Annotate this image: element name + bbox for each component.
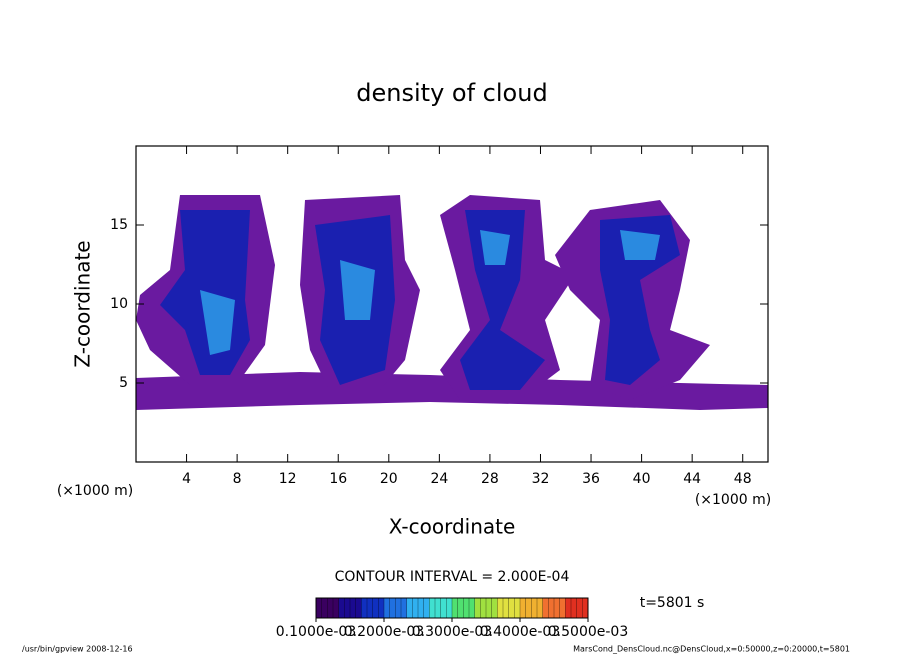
y-tick-label: 10	[110, 296, 128, 312]
x-tick-label: 12	[279, 471, 297, 487]
colorbar-cell	[395, 597, 402, 619]
contour-interval: CONTOUR INTERVAL = 2.000E-04	[335, 569, 570, 585]
x-tick-label: 32	[532, 471, 550, 487]
colorbar-cell	[474, 597, 481, 619]
colorbar-cell	[349, 597, 357, 619]
colorbar-cell	[553, 597, 561, 619]
x-tick-label: 40	[633, 471, 651, 487]
cloud-field	[136, 195, 768, 410]
x-tick-label: 24	[430, 471, 448, 487]
x-tick-label: 16	[329, 471, 347, 487]
colorbar-cell	[502, 597, 510, 619]
x-tick-label: 44	[683, 471, 701, 487]
colorbar-cell	[519, 597, 527, 619]
colorbar-tick-label: 0.1000e-03	[276, 624, 356, 640]
colorbar-cell	[400, 597, 408, 619]
chart-title: density of cloud	[356, 79, 547, 107]
colorbar-cell	[582, 597, 589, 619]
colorbar-cell	[372, 597, 379, 619]
colorbar-cell	[355, 597, 362, 619]
colorbar-cell	[542, 597, 549, 619]
colorbar-cell	[468, 597, 476, 619]
colorbar-cell	[446, 597, 453, 619]
x-tick-label: 48	[734, 471, 752, 487]
x-tick-label: 36	[582, 471, 600, 487]
colorbar-cell	[344, 597, 351, 619]
colorbar-cell	[338, 597, 345, 619]
colorbar-cell	[570, 597, 578, 619]
colorbar-cell	[389, 597, 396, 619]
colorbar-cell	[463, 597, 470, 619]
colorbar-cell	[497, 597, 504, 619]
colorbar-cell	[429, 597, 436, 619]
y-axis-label: Z-coordinate	[71, 240, 95, 367]
x-tick-label: 28	[481, 471, 499, 487]
y-tick-label: 5	[119, 375, 128, 391]
colorbar-tick-label: 0.5000e-03	[548, 624, 628, 640]
x-axis-label: X-coordinate	[389, 515, 516, 539]
x-unit-label: (×1000 m)	[695, 492, 771, 508]
colorbar-cell	[423, 597, 430, 619]
colorbar-cell	[576, 597, 583, 619]
x-tick-label: 20	[380, 471, 398, 487]
colorbar-cell	[559, 597, 566, 619]
colorbar-cell	[434, 597, 442, 619]
colorbar-tick-label: 0.3000e-03	[412, 624, 492, 640]
colorbar-cell	[531, 597, 538, 619]
footer-left: /usr/bin/gpview 2008-12-16	[22, 645, 133, 654]
colorbar-cell	[514, 597, 521, 619]
colorbar-cell	[491, 597, 498, 619]
colorbar-cell	[361, 597, 368, 619]
x-tick-label: 4	[182, 471, 191, 487]
colorbar-cell	[451, 597, 459, 619]
colorbar-cell	[378, 597, 385, 619]
colorbar-cell	[508, 597, 515, 619]
x-tick-label: 8	[233, 471, 242, 487]
colorbar-cell	[366, 597, 374, 619]
colorbar-cell	[315, 597, 323, 619]
time-label: t=5801 s	[640, 595, 705, 611]
colorbar-cell	[565, 597, 572, 619]
colorbar-cell	[536, 597, 544, 619]
colorbar-cell	[525, 597, 532, 619]
colorbar-cell	[440, 597, 447, 619]
colorbar-tick-label: 0.2000e-03	[344, 624, 424, 640]
colorbar-cell	[457, 597, 464, 619]
y-unit-label: (×1000 m)	[57, 483, 133, 499]
colorbar-cell	[321, 597, 328, 619]
colorbar-cell	[485, 597, 493, 619]
footer-right: MarsCond_DensCloud.nc@DensCloud,x=0:5000…	[573, 645, 850, 654]
y-tick-label: 15	[110, 217, 128, 233]
colorbar-cell	[327, 597, 334, 619]
colorbar-cell	[406, 597, 413, 619]
colorbar-cell	[480, 597, 487, 619]
colorbar-tick-label: 0.4000e-03	[480, 624, 560, 640]
colorbar-cell	[412, 597, 419, 619]
colorbar-cell	[332, 597, 340, 619]
colorbar-cell	[383, 597, 391, 619]
colorbar-cell	[548, 597, 555, 619]
colorbar-cell	[417, 597, 425, 619]
